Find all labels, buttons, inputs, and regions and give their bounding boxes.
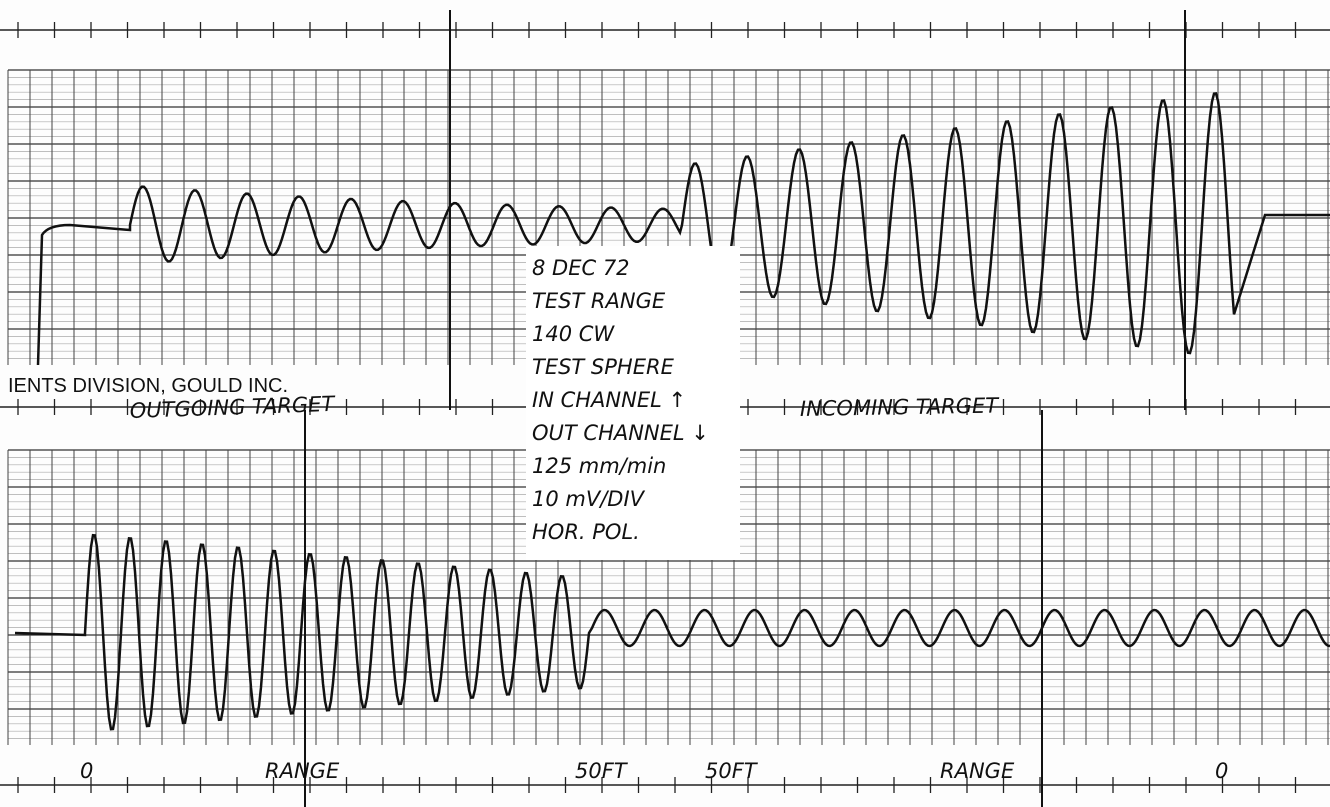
note-line: 10 mV/DIV bbox=[532, 487, 646, 511]
range-label: RANGE bbox=[940, 759, 1015, 783]
range-label: 0 bbox=[1215, 759, 1228, 783]
range-label: RANGE bbox=[265, 759, 340, 783]
traces bbox=[14, 92, 1330, 731]
note: 8 DEC 72 TEST RANGE 140 CW TEST SPHERE IN CH… bbox=[532, 256, 709, 544]
note-line: IN CHANNEL ↑ bbox=[532, 388, 686, 412]
note-line: TEST SPHERE bbox=[532, 355, 675, 379]
trace bbox=[36, 92, 1330, 366]
note-line: TEST RANGE bbox=[532, 289, 666, 313]
note-box bbox=[526, 246, 740, 560]
range-label: 0 bbox=[80, 759, 93, 783]
note-line: HOR. POL. bbox=[532, 520, 640, 544]
note-line: 125 mm/min bbox=[532, 454, 666, 478]
note-line: 8 DEC 72 bbox=[532, 256, 630, 280]
range-label: 50FT bbox=[575, 759, 629, 783]
range-labels: 0 RANGE 50FT 50FT RANGE 0 bbox=[80, 759, 1228, 783]
imprint: IENTS DIVISION, GOULD INC. bbox=[8, 375, 288, 397]
range-label: 50FT bbox=[705, 759, 759, 783]
note-line: OUT CHANNEL ↓ bbox=[532, 421, 709, 445]
trace-label: INCOMING TARGET bbox=[800, 394, 1001, 421]
note-line: 140 CW bbox=[532, 322, 615, 346]
trace bbox=[14, 533, 1330, 731]
